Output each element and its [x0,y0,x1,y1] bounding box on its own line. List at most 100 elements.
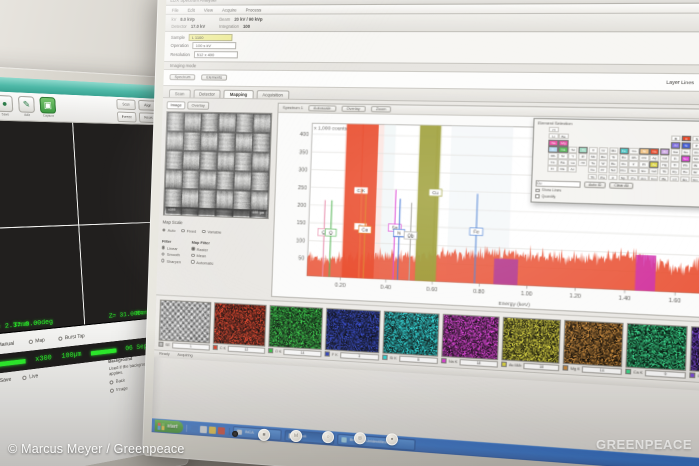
map-scale-auto[interactable]: Auto [162,227,175,233]
sem-micrograph[interactable]: x300 100 µm [163,111,272,219]
element-co[interactable]: Co [629,148,639,154]
element-zn[interactable]: Zn [660,149,670,155]
element-na[interactable]: Na [549,140,558,146]
overlay-button[interactable]: Overlay [341,105,365,112]
element-sc[interactable]: Sc [568,147,577,153]
mode-option-burst[interactable]: Burst Tap [58,333,85,341]
element-y[interactable]: Y [568,153,577,159]
autoscale-button[interactable]: Autoscale [308,105,336,112]
element-map-cell[interactable]: Cl K6 [689,326,699,382]
element-map-thumbnail[interactable] [501,316,561,363]
save-icon[interactable]: ● [0,95,13,112]
field-resolution-input[interactable]: 512 x 400 [194,51,238,58]
element-map-threshold-input[interactable]: 12 [228,346,266,354]
element-dy[interactable]: Dy [670,169,680,175]
element-map-thumbnail[interactable] [268,305,323,350]
element-fe[interactable]: Fe [619,148,629,154]
tab-acquisition[interactable]: Acquisition [256,90,289,99]
element-search-input[interactable]: Cu [536,180,581,188]
element-map-thumbnail[interactable] [213,302,267,346]
element-cf[interactable]: Cf [670,176,680,182]
element-fm[interactable]: Fm [690,176,699,182]
element-ge[interactable]: Ge [681,149,691,155]
element-map-cell[interactable]: Mg K 14 [562,319,623,374]
menu-button[interactable]: ■ [258,429,270,441]
element-map-thumbnail[interactable] [563,319,624,366]
element-mn[interactable]: Mn [609,148,619,154]
element-v[interactable]: V [589,147,599,153]
element-ce[interactable]: Ce [588,167,598,173]
element-pb[interactable]: Pb [680,162,690,168]
element-map-color-swatch[interactable] [213,345,218,350]
element-eu[interactable]: Eu [639,168,649,174]
field-operation-input[interactable]: 100 s kV [193,42,237,49]
minus-button[interactable]: ○ [322,431,334,443]
filter-linear[interactable]: Linear [162,245,182,251]
element-am[interactable]: Am [639,175,649,181]
element-map-cell[interactable]: SE 1 [158,299,211,350]
element-map-cell[interactable]: O K 14 [268,305,323,357]
element-mo[interactable]: Mo [598,154,608,160]
element-pr[interactable]: Pr [598,167,608,173]
filter-smooth[interactable]: Smooth [161,252,181,258]
element-map-thumbnail[interactable] [690,326,699,375]
sem-tab-image[interactable]: Image [167,101,186,109]
mode-option-map[interactable]: Map [28,337,45,344]
element-bk[interactable]: Bk [659,175,669,181]
ie-icon[interactable] [191,425,198,433]
element-map-color-swatch[interactable] [625,369,631,375]
element-h[interactable]: H [549,127,558,133]
tab-detector[interactable]: Detector [193,89,221,97]
element-map-threshold-input[interactable]: 9 [645,370,686,378]
element-ra[interactable]: Ra [558,166,567,172]
plus-button[interactable]: ◎ [354,432,366,444]
folder-icon[interactable] [209,426,216,434]
elements-view-button[interactable]: Elements [201,74,227,80]
element-rb[interactable]: Rb [548,153,557,159]
element-be[interactable]: Be [559,134,568,140]
element-ga[interactable]: Ga [671,149,681,155]
element-es[interactable]: Es [680,176,690,182]
element-map-color-swatch[interactable] [382,355,387,361]
element-pu[interactable]: Pu [628,174,638,180]
element-er[interactable]: Er [691,169,699,175]
element-map-thumbnail[interactable] [159,299,212,343]
element-sr[interactable]: Sr [558,153,567,159]
element-in[interactable]: In [670,156,680,162]
element-gd[interactable]: Gd [649,168,659,174]
filter-sharpen[interactable]: Sharpen [161,258,181,264]
element-os[interactable]: Os [619,161,629,167]
freeze-button[interactable]: Freeze [117,111,137,122]
element-re[interactable]: Re [608,161,618,167]
element-ta[interactable]: Ta [588,160,598,166]
element-rh[interactable]: Rh [629,155,639,161]
map-filter-raster[interactable]: Raster [191,246,214,252]
element-np[interactable]: Np [618,174,628,180]
element-pd[interactable]: Pd [639,155,649,161]
element-cu[interactable]: Cu [650,148,660,154]
element-map-cell[interactable]: Si K8 [382,310,439,363]
scan-button[interactable]: Scan [116,98,136,109]
field-sample-input[interactable]: L 1100 [189,33,233,40]
element-map-threshold-input[interactable]: 18 [524,363,560,371]
element-ac[interactable]: Ac [568,166,577,172]
element-hg[interactable]: Hg [660,162,670,168]
element-map-thumbnail[interactable] [625,322,687,370]
element-pt[interactable]: Pt [639,161,649,167]
element-p[interactable]: P [692,143,699,149]
element-ca[interactable]: Ca [558,147,567,153]
map-scale-fixed[interactable]: Fixed [181,228,196,234]
element-au[interactable]: Au [649,162,659,168]
element-map-thumbnail[interactable] [325,307,381,352]
element-tb[interactable]: Tb [659,169,669,175]
element-tl[interactable]: Tl [670,162,680,168]
element-fr[interactable]: Fr [548,166,557,172]
element-map-color-swatch[interactable] [441,358,447,364]
element-map-threshold-input[interactable]: 8 [399,356,438,364]
element-n[interactable]: N [692,136,699,142]
element-li[interactable]: Li [549,133,558,139]
start-button[interactable]: start [155,419,184,433]
element-sm[interactable]: Sm [629,168,639,174]
element-w[interactable]: W [598,161,608,167]
menu-process[interactable]: Process [246,7,262,12]
